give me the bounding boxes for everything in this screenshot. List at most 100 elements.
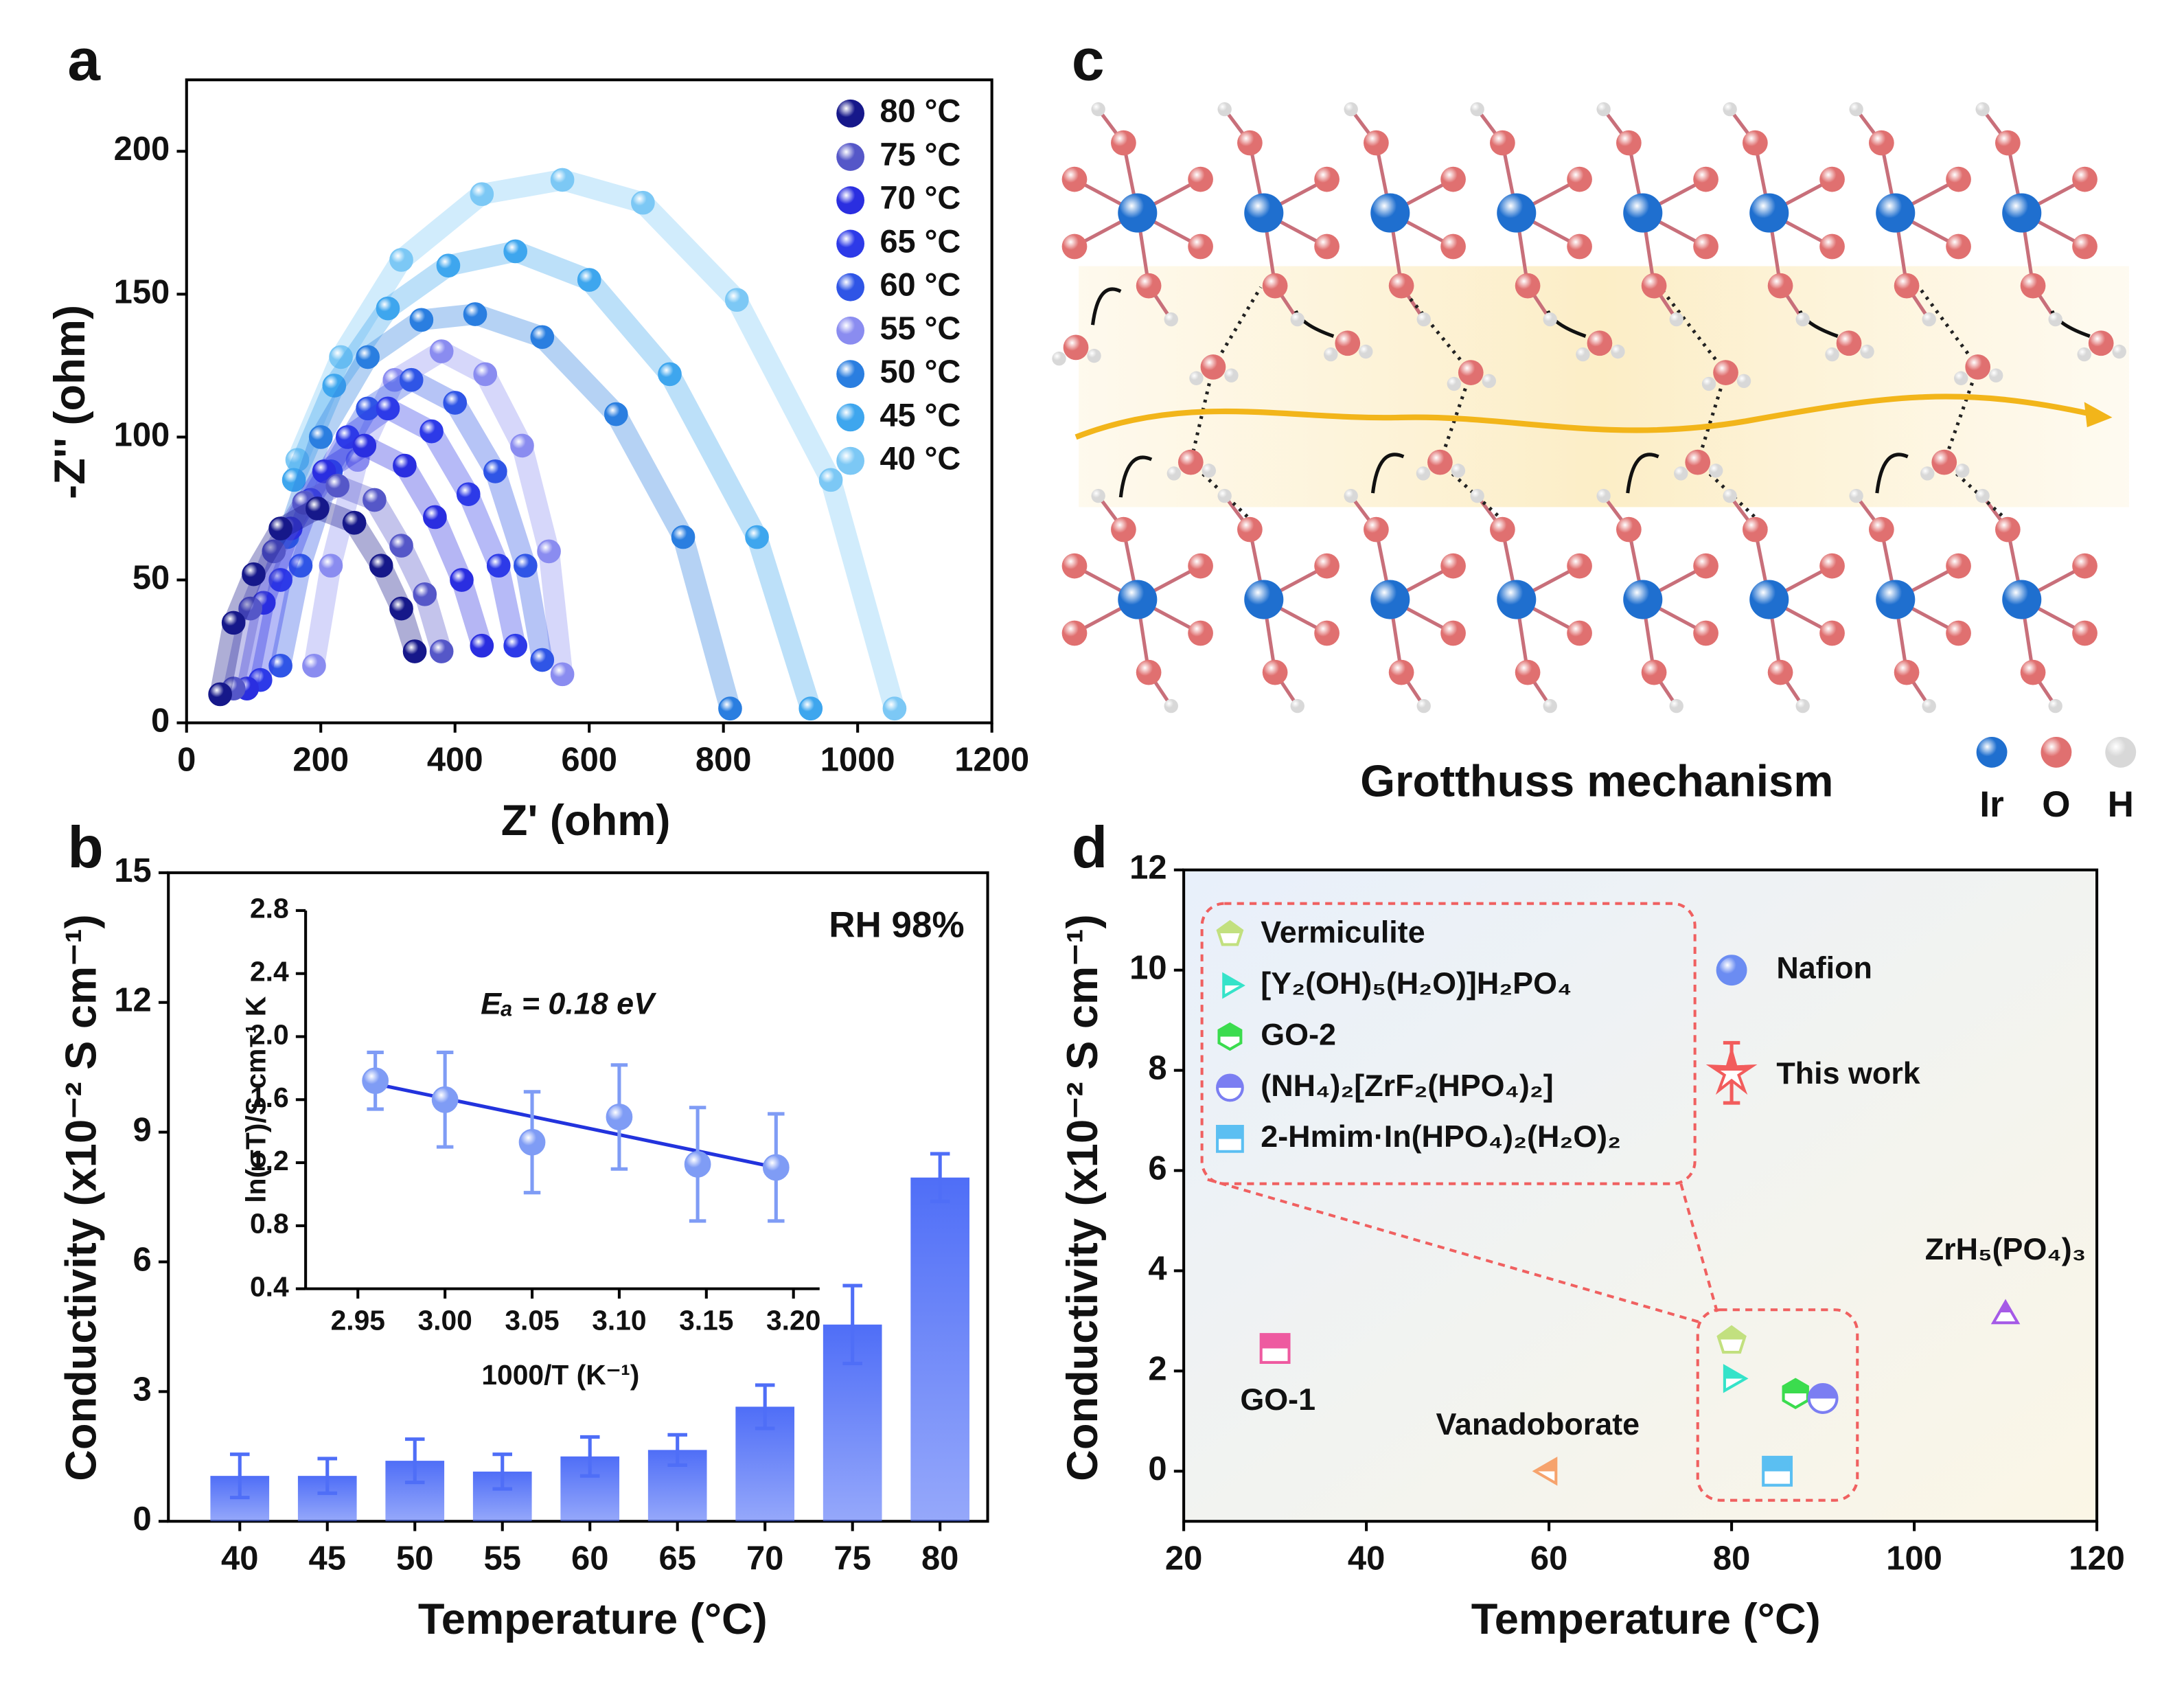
data-point: [550, 662, 575, 687]
atom: [1860, 344, 1874, 359]
atom: [1189, 371, 1204, 385]
atom: [1713, 360, 1738, 385]
atom: [1701, 376, 1716, 391]
y-axis-title: Conductivity (x10⁻² S cm⁻¹): [58, 914, 106, 1481]
data-point: [399, 367, 424, 392]
y-tick-label: 100: [114, 416, 170, 453]
data-point: [762, 1154, 790, 1181]
atom: [1237, 130, 1263, 156]
atom: [1894, 659, 1920, 685]
annotation: RH 98%: [829, 904, 964, 945]
transfer-arrow: [1370, 453, 1405, 494]
atom: [1849, 102, 1863, 117]
data-point: [281, 468, 306, 492]
atom: [1623, 580, 1663, 619]
data-point: [1762, 1455, 1793, 1487]
atom: [1567, 166, 1592, 192]
atom: [1136, 273, 1162, 299]
point-label: ZrH₅(PO₄)₃: [1925, 1231, 2087, 1266]
atom: [1188, 166, 1213, 192]
data-point: [356, 345, 380, 369]
legend-marker: [1216, 920, 1244, 946]
data-point: [530, 648, 555, 672]
legend-label: O: [2042, 784, 2070, 825]
data-point: [1705, 1046, 1758, 1095]
data-point: [238, 596, 262, 621]
data-point: [319, 554, 343, 578]
data-point: [514, 554, 538, 578]
legend-label: GO-2: [1261, 1016, 1336, 1051]
x-axis-title: Temperature (°C): [1471, 1595, 1821, 1643]
legend-marker: [1216, 1073, 1244, 1102]
atom: [1164, 698, 1178, 714]
data-point: [658, 362, 682, 387]
atom: [1063, 334, 1089, 361]
atom: [1767, 273, 1793, 299]
x-tick-label: 1200: [954, 742, 1029, 779]
atom: [1922, 312, 1936, 327]
error-bar: [842, 1284, 862, 1365]
legend-label: 50 °C: [880, 354, 961, 389]
x-tick-label: 65: [658, 1540, 696, 1577]
data-point: [389, 534, 413, 558]
atom: [1087, 348, 1101, 363]
hydrogen-bond: [1399, 286, 1473, 374]
atom: [1674, 466, 1688, 481]
y-tick-label: 6: [1148, 1150, 1166, 1187]
atom: [1743, 130, 1768, 156]
data-point: [684, 1150, 711, 1178]
legend-label: Ir: [1979, 784, 2003, 825]
atom: [1596, 488, 1611, 503]
transfer-arrow: [1875, 453, 1909, 494]
error-bar: [755, 1383, 775, 1430]
atom: [1795, 312, 1810, 327]
y-tick-label: 6: [133, 1241, 152, 1278]
data-point: [325, 473, 350, 498]
proton-arrowhead: [2084, 402, 2113, 428]
atom: [1440, 620, 1466, 646]
atom: [1819, 166, 1845, 192]
data-point: [262, 539, 286, 564]
grotthuss-diagram: [1052, 102, 2129, 714]
atom: [1876, 580, 1916, 619]
atom: [1946, 553, 1971, 579]
atom: [1946, 233, 1971, 260]
data-point: [393, 453, 417, 478]
atom: [1061, 553, 1088, 579]
transfer-arrow: [1090, 287, 1122, 326]
y-tick-label: 8: [1148, 1050, 1166, 1087]
data-point: [550, 168, 575, 192]
data-point: [1716, 955, 1747, 986]
atom: [1177, 449, 1204, 475]
transfer-arrow: [1118, 455, 1153, 498]
atom: [1965, 354, 1991, 380]
atom: [1482, 374, 1496, 389]
atom: [1749, 193, 1789, 233]
error-bar: [930, 1152, 950, 1203]
atom: [1849, 488, 1863, 503]
data-point: [604, 402, 628, 426]
atom: [1954, 371, 1968, 385]
data-point: [268, 653, 292, 678]
atom: [1440, 233, 1466, 260]
legend-marker: [836, 143, 865, 171]
zoom-connector: [1207, 1178, 1719, 1324]
atom: [1061, 233, 1088, 260]
y-tick-label: 12: [1129, 849, 1166, 887]
atom: [1616, 130, 1642, 156]
atom: [1188, 233, 1213, 260]
x-tick-label: 800: [696, 742, 752, 779]
data-point: [409, 308, 434, 332]
transfer-arrow: [1626, 453, 1659, 494]
atom: [1427, 449, 1453, 475]
y-tick-label: 200: [114, 130, 170, 168]
x-tick-label: 100: [1886, 1540, 1942, 1577]
y-tick-label: 2.8: [250, 893, 289, 924]
data-point: [342, 510, 367, 535]
atom: [1616, 516, 1642, 543]
atom: [1166, 466, 1182, 481]
atom: [1868, 130, 1894, 156]
atom: [1975, 102, 1990, 117]
x-tick-label: 40: [1348, 1540, 1385, 1577]
